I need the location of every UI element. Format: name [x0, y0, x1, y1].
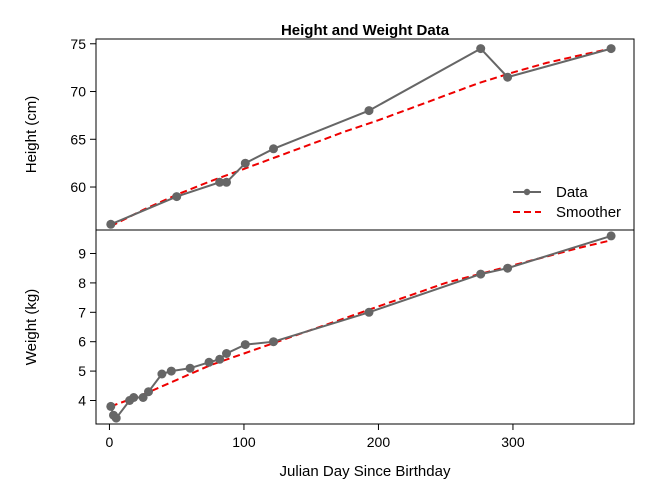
height-panel-frame [95, 38, 635, 231]
chart-title: Height and Weight Data [281, 22, 450, 39]
weight-y-tick-label: 9 [78, 246, 86, 262]
height-y-tick-label: 70 [70, 84, 86, 100]
weight-data-point [138, 393, 148, 402]
weight-y-tick-label: 5 [78, 363, 86, 379]
x-tick-label: 0 [106, 434, 114, 450]
height-smoother [110, 47, 612, 228]
weight-data-line [109, 234, 612, 420]
weight-data-point [129, 393, 139, 402]
height-data-point [172, 192, 182, 202]
weight-data-point [157, 369, 167, 379]
weight-data-point [111, 413, 121, 423]
height-data-point [476, 44, 486, 54]
weight-data-point [606, 231, 616, 241]
weight-data-series [106, 231, 616, 423]
height-y-tick-label: 60 [70, 179, 86, 195]
x-axis: 0 100 200 300 [106, 424, 525, 450]
height-data-point [364, 106, 374, 116]
legend-data-label: Data [556, 184, 588, 201]
weight-y-tick-label: 8 [78, 275, 86, 291]
height-data-point [215, 177, 225, 187]
height-y-tick-label: 75 [70, 36, 86, 52]
legend-smoother-label: Smoother [556, 204, 621, 221]
weight-data-point [144, 387, 153, 397]
legend: Data Smoother [513, 184, 621, 221]
weight-y-tick-label: 4 [78, 392, 86, 408]
weight-smoother [110, 239, 612, 408]
height-smoother-line [110, 47, 612, 228]
weight-data-point [185, 363, 195, 373]
weight-data-point [222, 349, 231, 358]
weight-y-axis-label: Weight (kg) [23, 289, 40, 365]
weight-smoother-line [110, 239, 612, 408]
height-y-axis-label: Height (cm) [23, 96, 40, 174]
height-data-point [222, 177, 231, 187]
weight-data-point [204, 357, 214, 367]
x-axis-label: Julian Day Since Birthday [280, 463, 451, 480]
x-tick-label: 300 [501, 434, 525, 450]
height-y-axis: 60 65 70 75 [70, 36, 96, 195]
weight-panel-frame [95, 229, 635, 425]
weight-y-tick-label: 6 [78, 334, 86, 350]
x-tick-label: 200 [367, 434, 391, 450]
height-data-point [240, 158, 250, 168]
weight-y-tick-label: 7 [78, 304, 86, 320]
weight-data-point [166, 366, 176, 376]
weight-data-point [215, 354, 225, 364]
weight-data-point [364, 307, 374, 317]
height-panel: 60 65 70 75 Height (cm) Data Smoother [23, 36, 635, 231]
height-data-line [110, 47, 612, 226]
weight-data-point [106, 401, 116, 411]
legend-data-marker [523, 188, 531, 196]
height-data-point [269, 144, 278, 154]
weight-data-point [269, 337, 278, 347]
height-data-point [606, 44, 616, 54]
weight-panel: 4 5 6 7 8 9 Weight (kg) [23, 229, 635, 425]
height-data-point [106, 219, 116, 229]
height-data-series [106, 44, 616, 229]
weight-y-axis: 4 5 6 7 8 9 [78, 246, 96, 408]
height-data-point [503, 72, 513, 82]
height-y-tick-label: 65 [70, 131, 86, 147]
weight-data-point [240, 340, 250, 350]
weight-data-point [503, 263, 513, 273]
weight-data-point [476, 269, 486, 279]
x-tick-label: 100 [232, 434, 256, 450]
